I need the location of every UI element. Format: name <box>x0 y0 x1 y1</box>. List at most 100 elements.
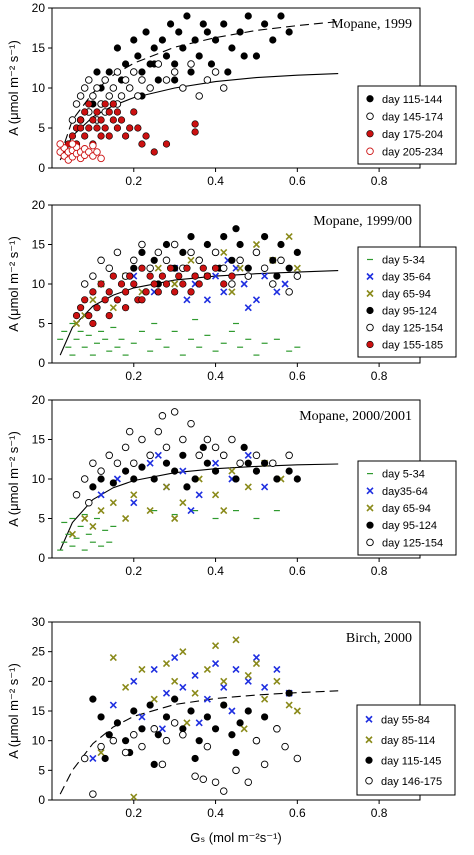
data-point <box>252 654 261 662</box>
legend-marker <box>365 715 373 723</box>
data-point <box>68 132 77 140</box>
data-point <box>207 60 216 68</box>
data-point <box>142 132 150 140</box>
data-point <box>138 713 146 721</box>
data-point <box>261 483 269 491</box>
data-point <box>138 742 146 751</box>
data-point <box>171 467 179 475</box>
data-point <box>203 713 211 721</box>
data-point <box>211 459 220 467</box>
data-point <box>170 68 179 76</box>
legend-box <box>356 704 456 796</box>
data-point <box>162 736 171 745</box>
data-point <box>273 677 281 685</box>
legend: day 55-84 day 85-114 day 115-145 day 146-17… <box>356 704 456 796</box>
data-point <box>195 280 203 288</box>
data-point <box>171 280 179 288</box>
data-point <box>121 304 130 312</box>
data-point <box>105 312 113 320</box>
y-tick-label: 0 <box>38 793 45 807</box>
data-point <box>162 459 171 467</box>
legend-label: day 115-144 <box>382 94 442 106</box>
data-point <box>97 748 105 757</box>
y-axis-label: A (μmol m⁻² s⁻¹) <box>6 431 21 527</box>
data-point <box>101 76 109 84</box>
data-point <box>138 140 146 148</box>
data-point <box>285 28 293 36</box>
data-point <box>154 731 162 739</box>
data-point <box>240 725 248 733</box>
series-4 <box>130 225 301 288</box>
legend-marker <box>366 272 374 281</box>
data-point <box>261 20 269 28</box>
x-tick-label: 0.4 <box>207 174 224 188</box>
data-point <box>203 296 211 304</box>
x-tick-label: 0.4 <box>207 806 224 820</box>
data-point <box>211 36 220 44</box>
data-point <box>150 725 158 733</box>
data-point <box>117 116 126 124</box>
data-point <box>285 467 293 475</box>
data-point <box>171 514 179 523</box>
legend-marker <box>366 306 374 315</box>
series-6 <box>72 264 236 328</box>
data-point <box>138 76 146 84</box>
data-point <box>77 116 85 124</box>
data-point <box>97 256 105 265</box>
x-tick-label: 0.2 <box>125 806 142 820</box>
series-5 <box>80 240 302 296</box>
data-point <box>89 92 97 100</box>
data-point <box>187 419 195 428</box>
data-point <box>72 319 81 328</box>
data-point <box>211 467 220 475</box>
data-point <box>171 288 179 296</box>
data-point <box>134 124 142 132</box>
data-point <box>203 695 211 703</box>
data-point <box>158 272 166 280</box>
data-point <box>85 124 93 132</box>
data-point <box>273 665 281 674</box>
y-tick-label: 15 <box>32 433 46 447</box>
data-point <box>72 491 81 499</box>
data-point <box>130 68 138 76</box>
data-point <box>89 272 97 280</box>
data-point <box>81 108 89 116</box>
data-point <box>154 451 162 459</box>
data-point <box>170 719 179 727</box>
data-point <box>179 648 187 656</box>
y-tick-label: 10 <box>32 734 46 748</box>
data-point <box>179 435 187 444</box>
x-tick-label: 0.6 <box>289 369 306 383</box>
data-point <box>121 443 130 452</box>
y-tick-label: 10 <box>32 81 46 95</box>
data-point <box>105 731 113 739</box>
data-point <box>240 280 248 288</box>
data-point <box>72 100 81 108</box>
data-point <box>179 499 187 507</box>
data-point <box>150 280 158 288</box>
data-point <box>240 52 248 60</box>
data-point <box>285 701 293 709</box>
data-point <box>130 280 138 288</box>
data-point <box>146 84 154 92</box>
data-point <box>130 459 138 467</box>
data-point <box>130 491 138 499</box>
data-point <box>80 84 89 92</box>
data-point <box>232 636 240 644</box>
data-point <box>97 475 105 483</box>
x-tick-label: 0.6 <box>289 564 306 578</box>
x-tick-label: 0.2 <box>125 564 142 578</box>
data-point <box>244 671 252 679</box>
y-tick-label: 25 <box>32 645 46 659</box>
data-point <box>109 84 118 92</box>
data-point <box>158 36 166 44</box>
data-point <box>199 264 207 272</box>
data-point <box>293 475 301 483</box>
legend-label: day 125-154 <box>382 323 443 335</box>
data-point <box>211 68 220 76</box>
data-point <box>80 754 89 763</box>
data-point <box>113 719 122 727</box>
data-point <box>77 304 85 312</box>
series-2 <box>97 636 301 801</box>
data-point <box>187 256 195 264</box>
